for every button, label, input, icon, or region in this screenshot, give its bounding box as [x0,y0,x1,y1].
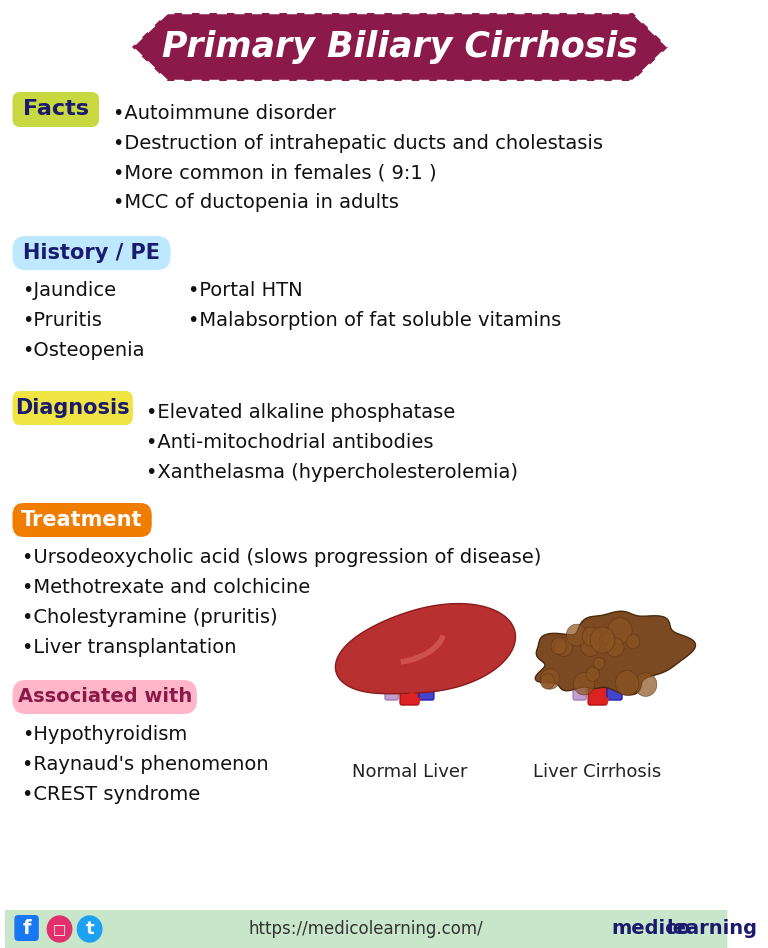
FancyBboxPatch shape [15,915,39,941]
Text: t: t [85,920,94,938]
Text: Treatment: Treatment [22,510,143,530]
Text: •Raynaud's phenomenon: •Raynaud's phenomenon [22,755,269,774]
Text: •Ursodeoxycholic acid (slows progression of disease): •Ursodeoxycholic acid (slows progression… [22,548,541,567]
Text: •Anti-mitochodrial antibodies: •Anti-mitochodrial antibodies [146,432,434,451]
Circle shape [574,672,594,695]
Polygon shape [535,611,696,695]
Circle shape [541,674,554,689]
Circle shape [604,633,615,646]
Circle shape [48,916,71,942]
Circle shape [581,636,600,656]
Text: https://medicolearning.com/: https://medicolearning.com/ [249,920,484,938]
Text: •Portal HTN: •Portal HTN [188,281,303,300]
Text: •Pruritis: •Pruritis [22,311,102,330]
Text: •MCC of ductopenia in adults: •MCC of ductopenia in adults [113,193,399,212]
Text: •Autoimmune disorder: •Autoimmune disorder [113,103,336,122]
Text: •Elevated alkaline phosphatase: •Elevated alkaline phosphatase [146,403,455,422]
Polygon shape [132,13,668,81]
Circle shape [551,638,567,655]
Text: Primary Biliary Cirrhosis: Primary Biliary Cirrhosis [162,30,638,64]
Text: Facts: Facts [23,99,89,119]
Text: learning: learning [666,920,757,939]
Text: •More common in females ( 9:1 ): •More common in females ( 9:1 ) [113,163,437,183]
FancyBboxPatch shape [419,621,434,700]
Text: •Liver transplantation: •Liver transplantation [22,638,237,657]
Circle shape [78,916,102,942]
FancyBboxPatch shape [385,641,398,700]
Text: Normal Liver: Normal Liver [352,763,467,781]
Text: Diagnosis: Diagnosis [15,398,130,418]
Circle shape [607,617,632,644]
FancyBboxPatch shape [607,621,622,700]
Polygon shape [336,604,515,694]
Circle shape [582,627,600,646]
FancyBboxPatch shape [573,641,586,700]
Circle shape [566,624,587,646]
Text: History / PE: History / PE [23,243,160,263]
FancyBboxPatch shape [12,680,197,714]
Text: Associated with: Associated with [18,687,192,706]
FancyBboxPatch shape [12,236,170,270]
Circle shape [586,667,600,682]
FancyBboxPatch shape [12,92,99,127]
Text: •Cholestyramine (pruritis): •Cholestyramine (pruritis) [22,608,277,627]
Circle shape [594,657,604,669]
FancyBboxPatch shape [12,391,133,425]
Text: •Hypothyroidism: •Hypothyroidism [22,725,187,744]
Circle shape [627,634,640,648]
Text: •CREST syndrome: •CREST syndrome [22,785,200,804]
Text: •Jaundice: •Jaundice [22,281,116,300]
FancyBboxPatch shape [400,621,419,705]
Text: □: □ [53,922,66,936]
Text: •Malabsorption of fat soluble vitamins: •Malabsorption of fat soluble vitamins [188,311,561,330]
Text: •Xanthelasma (hypercholesterolemia): •Xanthelasma (hypercholesterolemia) [146,463,518,482]
Text: •Methotrexate and colchicine: •Methotrexate and colchicine [22,578,310,597]
Text: •Osteopenia: •Osteopenia [22,341,144,360]
Circle shape [601,631,614,646]
Text: Liver Cirrhosis: Liver Cirrhosis [534,763,662,781]
Circle shape [634,673,657,697]
Circle shape [615,670,639,696]
FancyBboxPatch shape [5,910,727,948]
FancyBboxPatch shape [588,621,607,705]
Circle shape [554,637,573,657]
Circle shape [591,627,615,653]
Circle shape [606,638,624,657]
FancyBboxPatch shape [12,503,152,537]
Text: f: f [22,920,31,939]
Text: •Destruction of intrahepatic ducts and cholestasis: •Destruction of intrahepatic ducts and c… [113,134,603,153]
Text: medico: medico [611,920,691,939]
Circle shape [541,668,560,689]
